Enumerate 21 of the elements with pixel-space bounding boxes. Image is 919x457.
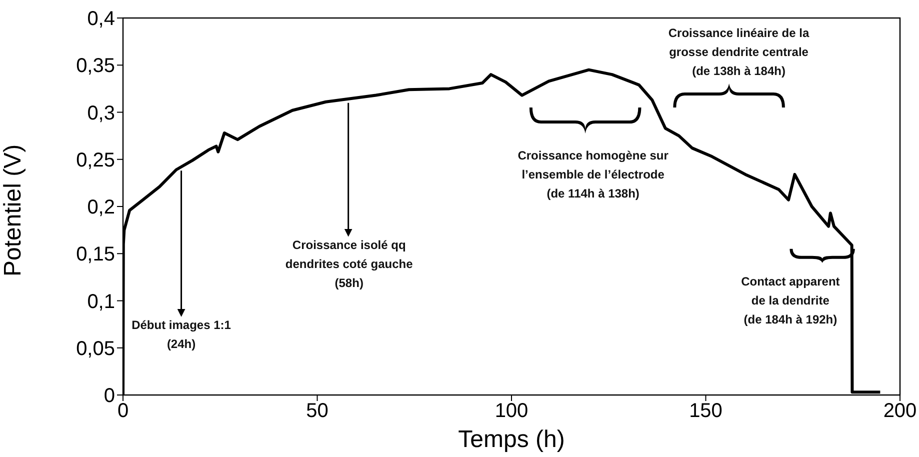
x-axis-title: Temps (h) bbox=[458, 426, 565, 453]
x-tick-label: 100 bbox=[494, 400, 528, 422]
y-tick-label: 0,4 bbox=[87, 8, 115, 30]
annotation: Croissance linéaire de la grosse dendrite centrale (de 138h à 184h) bbox=[668, 26, 810, 78]
y-tick-label: 0 bbox=[104, 385, 115, 408]
x-tick-label: 50 bbox=[306, 400, 328, 422]
annotation: Contact apparent de la dendrite (de 184h à 192h) bbox=[741, 274, 840, 327]
y-tick-label: 0,35 bbox=[76, 55, 115, 78]
y-tick-label: 0,1 bbox=[87, 290, 115, 313]
annotation: Début images 1:1 (24h) bbox=[132, 318, 232, 352]
y-tick-label: 0,05 bbox=[76, 338, 115, 360]
x-tick-label: 0 bbox=[117, 400, 129, 422]
annotation: Croissance isolé qq dendrites coté gauche (58h) bbox=[285, 238, 414, 290]
y-tick-label: 0,25 bbox=[76, 149, 115, 172]
y-tick-label: 0,2 bbox=[87, 196, 115, 219]
annotation: Croissance homogène sur l’ensemble de l’électrode (de 114h à 138h) bbox=[518, 148, 669, 200]
y-axis-title: Potentiel (V) bbox=[0, 144, 27, 276]
y-tick-label: 0,3 bbox=[87, 102, 115, 124]
y-tick-label: 0,15 bbox=[76, 244, 115, 266]
x-tick-label: 150 bbox=[689, 400, 722, 422]
x-tick-label: 200 bbox=[883, 400, 917, 422]
